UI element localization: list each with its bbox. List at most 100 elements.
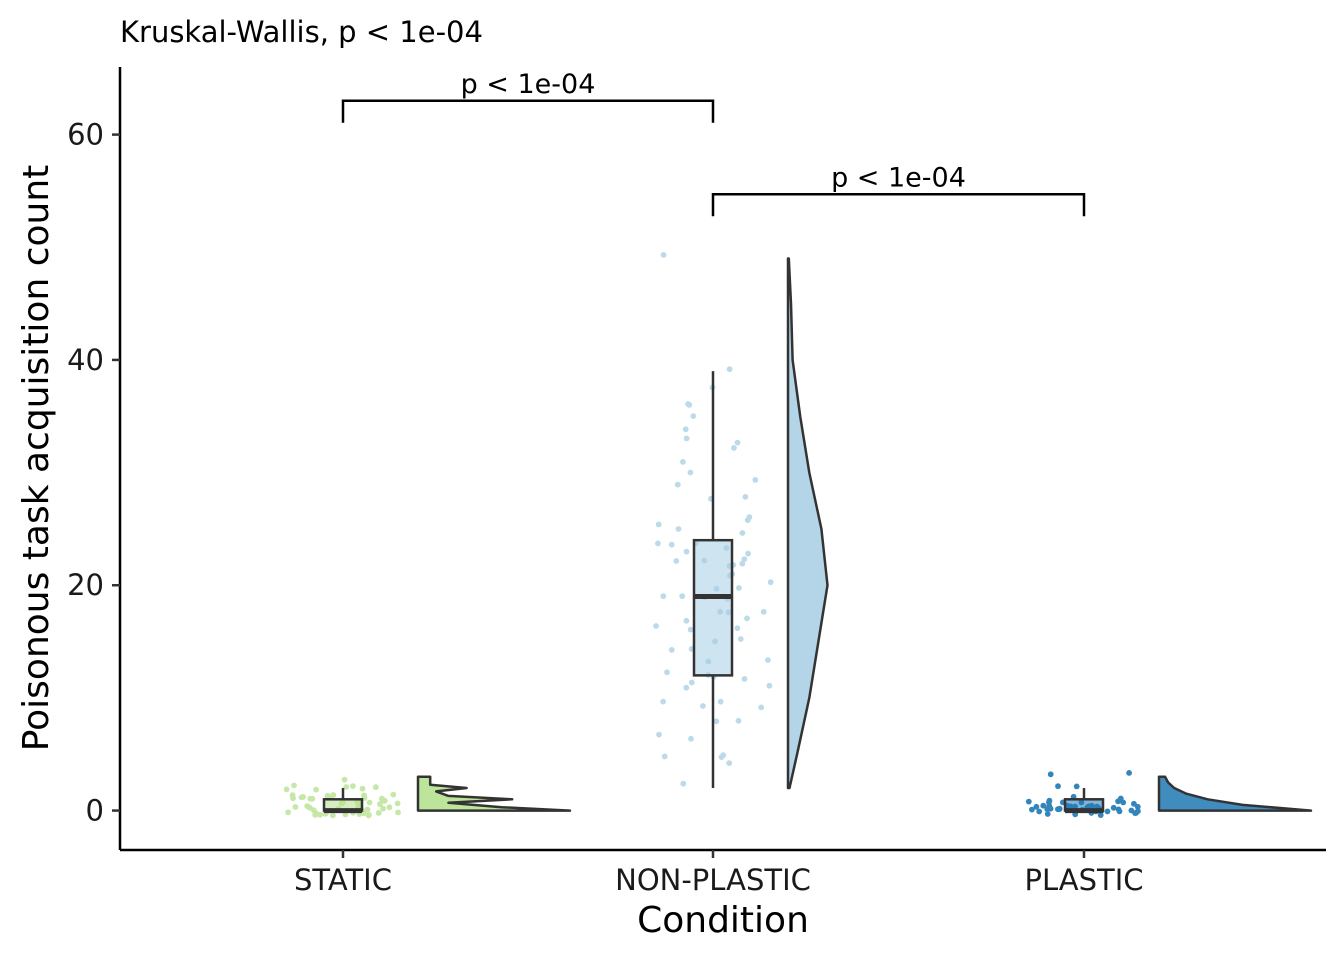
data-point <box>390 791 397 798</box>
data-point <box>673 558 680 564</box>
data-point <box>683 548 690 555</box>
data-point <box>1073 783 1080 790</box>
data-point <box>395 809 401 816</box>
data-point <box>661 753 668 760</box>
data-point <box>655 521 662 528</box>
data-point <box>660 593 667 600</box>
data-point <box>718 754 725 760</box>
data-point <box>713 718 720 725</box>
data-point <box>350 783 356 789</box>
box-iqr <box>692 538 734 677</box>
data-point <box>1033 803 1040 810</box>
violin-plastic <box>1157 775 1313 812</box>
data-point <box>717 698 724 705</box>
y-tick-label: 40 <box>67 343 104 377</box>
data-point <box>381 797 388 804</box>
data-point <box>394 800 401 807</box>
plot-area: p < 1e-04 p < 1e-04 <box>283 69 1313 819</box>
x-tick-label: PLASTIC <box>1024 863 1143 897</box>
data-point <box>680 459 686 465</box>
data-point <box>765 657 771 663</box>
data-point <box>731 445 737 451</box>
data-point <box>680 780 687 787</box>
x-axis-title: Condition <box>637 900 809 941</box>
data-point <box>655 540 661 547</box>
data-point <box>744 615 750 622</box>
data-point <box>298 794 305 801</box>
data-point <box>653 623 659 629</box>
data-point <box>726 760 733 766</box>
data-point <box>285 809 291 816</box>
data-point <box>664 669 670 676</box>
data-point <box>739 530 746 536</box>
data-point <box>1046 799 1052 806</box>
data-point <box>741 556 748 563</box>
boxplot-static <box>322 788 364 814</box>
data-point <box>1131 800 1137 807</box>
data-point <box>1025 798 1032 805</box>
bracket-line <box>341 99 715 123</box>
data-point <box>746 514 753 520</box>
data-point <box>1128 807 1135 814</box>
data-point <box>324 792 331 799</box>
data-point <box>1120 799 1127 806</box>
data-point <box>380 805 386 812</box>
data-point <box>1133 810 1139 816</box>
x-axis-ticks: STATIC NON-PLASTIC PLASTIC <box>294 850 1144 897</box>
data-point <box>1097 812 1104 818</box>
chart-subtitle: Kruskal-Wallis, p < 1e-04 <box>120 15 483 49</box>
data-point <box>330 792 337 798</box>
y-tick-label: 20 <box>67 568 104 602</box>
data-point <box>292 804 299 810</box>
data-point <box>660 698 666 705</box>
data-point <box>307 795 314 802</box>
data-point <box>1040 802 1047 809</box>
data-point <box>742 494 749 500</box>
data-point <box>766 682 773 689</box>
data-point <box>688 679 695 686</box>
data-point <box>675 526 682 532</box>
data-point <box>688 735 694 742</box>
data-point <box>679 593 686 600</box>
data-point <box>359 785 366 792</box>
data-point <box>366 799 373 806</box>
data-point <box>683 617 690 624</box>
data-point <box>289 792 296 799</box>
data-point <box>767 579 774 586</box>
data-point <box>736 585 742 591</box>
data-point <box>660 252 667 258</box>
bracket-p-value: p < 1e-04 <box>831 162 966 193</box>
data-point <box>1116 808 1123 815</box>
data-point <box>682 426 689 433</box>
data-point <box>668 541 675 548</box>
x-tick-label: STATIC <box>294 863 392 897</box>
data-point <box>1055 783 1061 790</box>
data-point <box>685 401 691 407</box>
data-point <box>375 810 382 816</box>
bracket-p-value: p < 1e-04 <box>461 69 596 100</box>
data-point <box>1047 771 1054 778</box>
data-point <box>1110 804 1117 811</box>
data-point <box>726 366 733 373</box>
data-point <box>343 784 350 790</box>
data-point <box>1115 798 1121 805</box>
data-point <box>741 676 748 682</box>
data-point <box>1055 806 1061 813</box>
data-point <box>700 703 706 709</box>
data-point <box>1044 811 1051 817</box>
data-point <box>674 481 681 488</box>
y-axis-ticks: 0 20 40 60 <box>67 118 120 828</box>
y-axis-title: Poisonous task acquisition count <box>16 165 57 752</box>
violin-non-plastic <box>786 257 829 790</box>
comparison-bracket: p < 1e-04 <box>341 69 715 123</box>
data-point <box>683 435 690 442</box>
data-point <box>760 608 767 615</box>
x-tick-label: NON-PLASTIC <box>615 863 811 897</box>
data-point <box>739 560 746 567</box>
data-point <box>366 811 372 818</box>
boxplot-non-plastic <box>692 371 734 789</box>
data-point <box>737 636 744 642</box>
y-tick-label: 60 <box>67 118 104 152</box>
data-point <box>668 647 675 653</box>
